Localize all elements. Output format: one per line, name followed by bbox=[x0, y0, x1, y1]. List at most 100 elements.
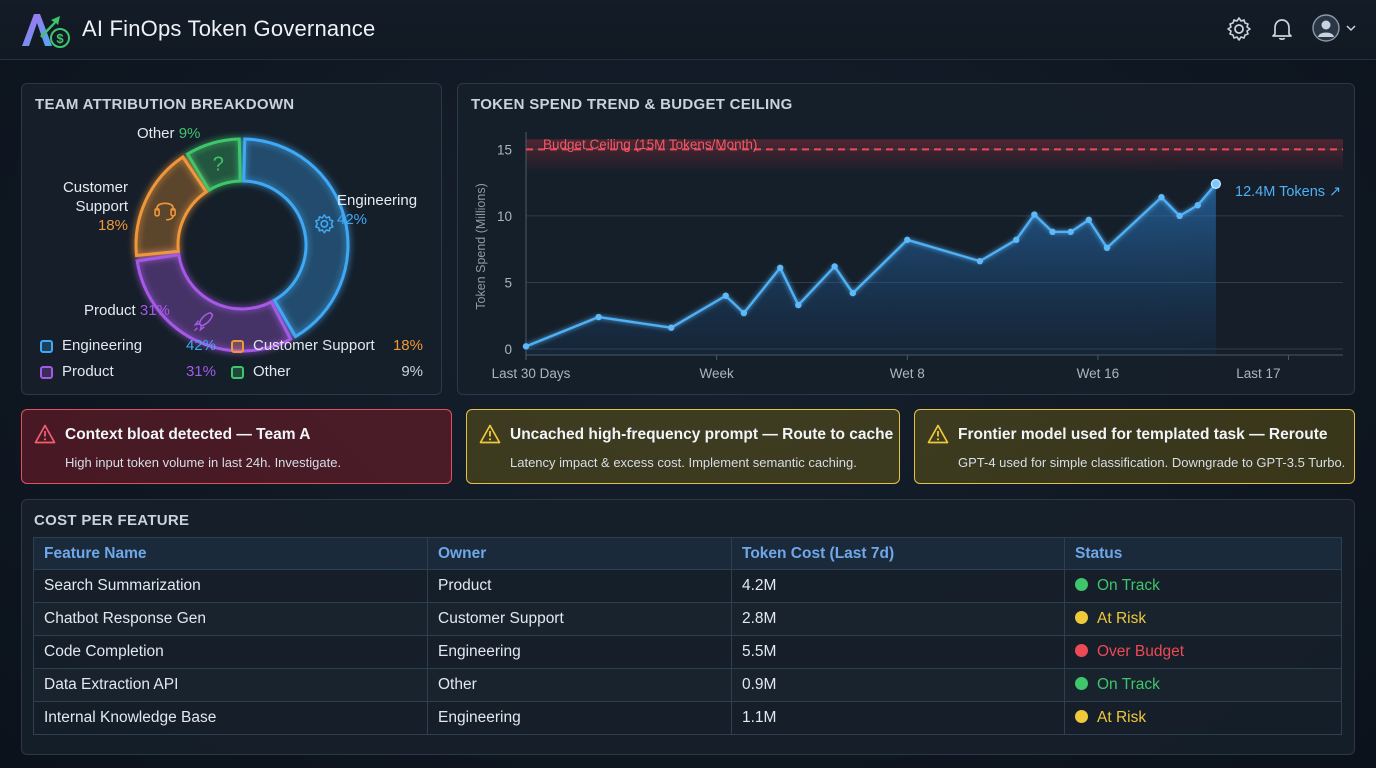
table-row[interactable]: Search Summarization Product 4.2M On Tra… bbox=[33, 569, 1342, 603]
status-cell: At Risk bbox=[1064, 602, 1342, 636]
legend-item-other[interactable]: Other 9% bbox=[231, 363, 426, 383]
table-row[interactable]: Code Completion Engineering 5.5M Over Bu… bbox=[33, 635, 1342, 669]
alert-frontier-model[interactable]: Frontier model used for templated task —… bbox=[914, 409, 1355, 484]
top-bar: $ AI FinOps Token Governance bbox=[0, 0, 1376, 60]
label-name-line1: Customer bbox=[62, 179, 128, 196]
current-value-label: 12.4M Tokens ↗ bbox=[1235, 184, 1342, 200]
donut-slice-customer-support[interactable] bbox=[134, 154, 209, 258]
data-point[interactable] bbox=[776, 264, 784, 271]
svg-text:$: $ bbox=[56, 31, 64, 46]
column-header[interactable]: Token Cost (Last 7d) bbox=[731, 537, 1065, 570]
y-tick-label: 15 bbox=[497, 142, 512, 157]
panel-title: TEAM ATTRIBUTION BREAKDOWN bbox=[35, 96, 295, 113]
label-pct: 18% bbox=[97, 217, 128, 234]
label-name-line2: Support bbox=[75, 198, 128, 215]
table-row[interactable]: Internal Knowledge Base Engineering 1.1M… bbox=[33, 701, 1342, 735]
legend-item-product[interactable]: Product 31% bbox=[40, 363, 220, 383]
token-cost-cell: 4.2M bbox=[731, 569, 1065, 603]
budget-ceiling-label: Budget Ceiling (15M Tokens/Month) bbox=[543, 137, 758, 152]
warning-triangle-icon bbox=[34, 424, 56, 444]
alert-description: High input token volume in last 24h. Inv… bbox=[65, 455, 342, 470]
team-attribution-panel: TEAM ATTRIBUTION BREAKDOWN ? Engineering… bbox=[21, 83, 442, 395]
token-cost-cell: 0.9M bbox=[731, 668, 1065, 702]
owner-cell: Engineering bbox=[427, 701, 732, 735]
legend-label: Engineering bbox=[62, 337, 143, 354]
ceiling-glow-band bbox=[526, 139, 1343, 174]
data-point[interactable] bbox=[1013, 236, 1020, 244]
legend-item-customer-support[interactable]: Customer Support 18% bbox=[231, 337, 426, 357]
area-fill bbox=[526, 183, 1216, 355]
status-cell: On Track bbox=[1064, 668, 1342, 702]
data-point[interactable] bbox=[1103, 244, 1111, 252]
legend-item-engineering[interactable]: Engineering 42% bbox=[40, 337, 220, 357]
legend-label: Other bbox=[253, 363, 291, 380]
status-text: On Track bbox=[1097, 676, 1160, 693]
legend-pct: 18% bbox=[392, 337, 423, 354]
status-text: On Track bbox=[1097, 577, 1160, 594]
data-point[interactable] bbox=[1067, 228, 1074, 236]
headset-icon bbox=[154, 202, 176, 221]
y-tick-label: 0 bbox=[504, 342, 512, 357]
data-point[interactable] bbox=[795, 301, 802, 309]
alert-title: Uncached high-frequency prompt — Route t… bbox=[510, 426, 894, 443]
question-mark-glyph: ? bbox=[213, 153, 224, 175]
alert-context-bloat[interactable]: Context bloat detected — Team A High inp… bbox=[21, 409, 452, 484]
data-point[interactable] bbox=[722, 292, 729, 299]
data-point[interactable] bbox=[668, 324, 675, 331]
alert-uncached-prompt[interactable]: Uncached high-frequency prompt — Route t… bbox=[466, 409, 900, 484]
legend-pct: 42% bbox=[185, 337, 216, 354]
data-point[interactable] bbox=[831, 263, 838, 270]
legend-label: Customer Support bbox=[253, 337, 375, 354]
data-point[interactable] bbox=[740, 309, 748, 317]
legend-swatch bbox=[231, 366, 244, 379]
table-row[interactable]: Chatbot Response Gen Customer Support 2.… bbox=[33, 602, 1342, 636]
data-point[interactable] bbox=[1085, 216, 1093, 224]
data-point[interactable] bbox=[1210, 178, 1222, 190]
donut-label-product: Product 31% bbox=[84, 301, 170, 320]
donut-slice-engineering[interactable] bbox=[242, 137, 350, 339]
data-point[interactable] bbox=[849, 289, 856, 297]
gear-icon bbox=[315, 214, 334, 234]
data-point[interactable] bbox=[1194, 202, 1201, 209]
donut-slice-other[interactable] bbox=[185, 137, 242, 193]
owner-cell: Engineering bbox=[427, 635, 732, 669]
legend-pct: 31% bbox=[185, 363, 216, 380]
status-text: At Risk bbox=[1097, 709, 1147, 726]
data-point[interactable] bbox=[595, 313, 602, 321]
warning-triangle-icon bbox=[927, 424, 949, 444]
column-header[interactable]: Owner bbox=[427, 537, 732, 570]
column-header[interactable]: Status bbox=[1064, 537, 1342, 570]
user-menu[interactable] bbox=[1312, 14, 1360, 44]
settings-gear-icon[interactable] bbox=[1226, 16, 1252, 42]
y-axis-label: Token Spend (Millions) bbox=[474, 183, 488, 309]
legend-pct: 9% bbox=[401, 363, 423, 380]
status-cell: Over Budget bbox=[1064, 635, 1342, 669]
app-logo: $ bbox=[22, 14, 70, 48]
data-point[interactable] bbox=[976, 257, 984, 265]
owner-cell: Other bbox=[427, 668, 732, 702]
token-cost-cell: 2.8M bbox=[731, 602, 1065, 636]
data-point[interactable] bbox=[1031, 211, 1038, 218]
x-tick-label: Wet 8 bbox=[890, 366, 925, 381]
data-point[interactable] bbox=[1176, 212, 1183, 220]
data-point[interactable] bbox=[1158, 194, 1165, 201]
table-row[interactable]: Data Extraction API Other 0.9M On Track bbox=[33, 668, 1342, 702]
notification-bell-icon[interactable] bbox=[1269, 16, 1295, 42]
data-point[interactable] bbox=[904, 236, 911, 244]
legend-label: Product bbox=[62, 363, 114, 380]
x-tick-label: Week bbox=[700, 366, 735, 381]
legend-swatch bbox=[231, 340, 244, 353]
token-cost-cell: 1.1M bbox=[731, 701, 1065, 735]
alert-description: GPT-4 used for simple classification. Do… bbox=[958, 455, 1346, 470]
trend-chart: 0 5 10 15 Last 30 Days Week Wet 8 Wet 16 Last 17… bbox=[474, 132, 1343, 381]
cost-table: Feature Name Owner Token Cost (Last 7d) … bbox=[33, 537, 1342, 735]
data-point[interactable] bbox=[522, 343, 530, 350]
label-name: Other bbox=[137, 125, 175, 142]
rocket-icon bbox=[193, 311, 214, 332]
chevron-down-icon bbox=[1346, 25, 1356, 32]
label-name: Engineering bbox=[337, 192, 418, 209]
feature-name-cell: Data Extraction API bbox=[33, 668, 428, 702]
data-point[interactable] bbox=[1049, 228, 1056, 236]
donut-label-engineering: Engineering 42% bbox=[337, 191, 417, 229]
column-header[interactable]: Feature Name bbox=[33, 537, 428, 570]
